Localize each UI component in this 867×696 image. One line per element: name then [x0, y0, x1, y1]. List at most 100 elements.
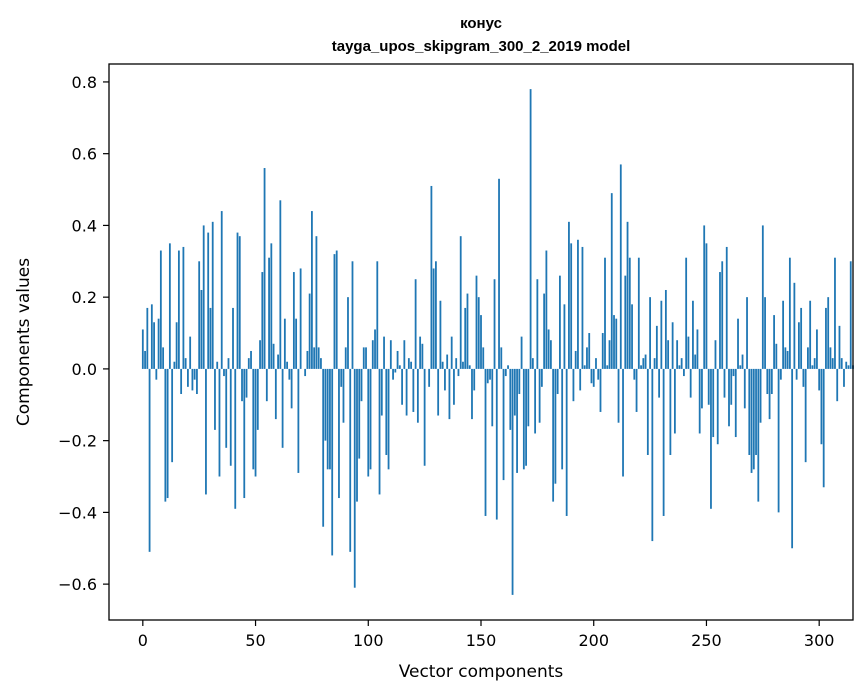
bar — [335, 250, 338, 369]
bar — [825, 307, 827, 369]
bar — [687, 336, 690, 369]
bar — [459, 236, 462, 369]
bar — [389, 340, 392, 369]
bar — [525, 368, 527, 466]
bars-group — [141, 89, 854, 595]
x-tick-label: 50 — [245, 631, 265, 650]
bar — [658, 368, 661, 398]
bar — [270, 243, 273, 369]
bar — [153, 322, 155, 369]
bar — [254, 368, 257, 477]
bar — [295, 318, 298, 369]
bar — [272, 343, 275, 369]
bar — [531, 358, 534, 369]
bar — [146, 307, 149, 369]
bar — [407, 358, 410, 369]
bar — [428, 368, 431, 387]
bar — [626, 221, 629, 369]
bar — [748, 368, 751, 455]
bar — [229, 368, 232, 466]
x-tick-label: 0 — [138, 631, 148, 650]
bar — [462, 361, 464, 369]
chart-title: конус — [460, 15, 502, 32]
y-tick-label: −0.6 — [58, 575, 97, 594]
bar — [829, 347, 832, 369]
bar — [536, 279, 539, 369]
bar — [265, 368, 268, 402]
bar — [588, 333, 591, 369]
bar — [739, 365, 742, 369]
bar — [556, 368, 559, 395]
bar — [775, 343, 778, 369]
bar — [568, 221, 570, 369]
bar — [782, 300, 785, 369]
bar — [141, 329, 144, 369]
bar — [721, 261, 724, 369]
bar — [342, 368, 345, 423]
bar — [351, 261, 354, 369]
bar — [784, 347, 787, 369]
bar — [725, 246, 728, 369]
bar — [191, 368, 194, 391]
bar — [392, 368, 394, 380]
bar — [599, 368, 602, 412]
y-tick-label: −0.2 — [58, 432, 97, 451]
bar — [520, 336, 523, 369]
bar — [707, 368, 710, 405]
bar — [635, 368, 638, 412]
bar — [441, 361, 444, 369]
bar — [545, 250, 548, 369]
bar — [543, 293, 546, 369]
bar — [326, 368, 329, 470]
bar — [811, 365, 814, 369]
bar — [592, 368, 595, 387]
bar — [509, 368, 512, 430]
bar — [673, 368, 676, 434]
bar — [678, 365, 681, 369]
bar — [728, 368, 730, 427]
bar — [468, 365, 471, 369]
bar — [196, 368, 198, 395]
bar — [439, 300, 442, 369]
bar — [347, 297, 349, 369]
bar — [286, 361, 289, 369]
bar — [414, 279, 417, 369]
bar — [385, 368, 388, 455]
bar — [243, 368, 246, 499]
bar — [595, 358, 597, 369]
bar — [554, 368, 557, 484]
bar — [290, 368, 293, 409]
bar — [552, 368, 555, 502]
bar — [730, 368, 733, 405]
bar — [757, 368, 760, 502]
bar — [329, 368, 331, 470]
bar — [403, 340, 406, 369]
bar — [610, 193, 613, 369]
bar — [344, 347, 347, 369]
bar — [423, 368, 426, 466]
bar — [283, 318, 286, 369]
bar — [349, 368, 352, 552]
bar — [473, 368, 476, 391]
bar — [394, 368, 397, 373]
bar — [764, 297, 766, 369]
bar — [164, 368, 167, 502]
bar — [317, 347, 320, 369]
bar — [577, 239, 579, 369]
bar — [214, 368, 216, 430]
bar — [563, 304, 566, 369]
x-tick-label: 150 — [466, 631, 497, 650]
bar — [184, 358, 187, 369]
bar — [448, 368, 451, 420]
bar — [241, 368, 243, 402]
bar — [617, 368, 620, 423]
bar — [313, 347, 316, 369]
bar — [840, 358, 843, 369]
bar — [338, 368, 340, 499]
bar — [743, 368, 746, 409]
bar — [719, 272, 721, 369]
bar — [685, 257, 688, 369]
bar — [281, 368, 284, 448]
bar — [716, 368, 719, 445]
